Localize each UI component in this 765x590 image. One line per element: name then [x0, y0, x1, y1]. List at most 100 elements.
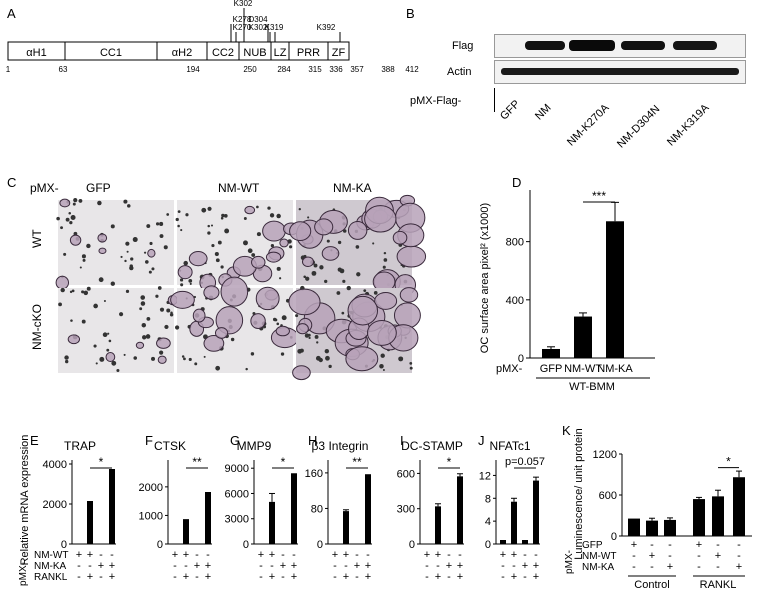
y-tick-label: 80 [311, 503, 323, 515]
group-label: Control [634, 579, 669, 590]
nucleus-dot [98, 277, 104, 283]
x-tick-label: GFP [540, 363, 563, 375]
sign-cell: - [632, 550, 636, 562]
osteoclast-cell [98, 247, 107, 255]
sign-cell: - [501, 571, 505, 583]
lane-label: NM [533, 101, 554, 123]
sig-marker: ** [192, 455, 202, 469]
site-label: K270 [233, 23, 252, 32]
nucleus-dot [372, 242, 375, 245]
nucleus-dot [140, 295, 146, 300]
osteoclast-cell [69, 234, 82, 246]
sign-cell: - [281, 571, 285, 583]
panel-label-f: F [145, 433, 153, 448]
panel-label-a: A [7, 6, 16, 21]
sign-cell: - [632, 561, 636, 573]
nucleus-dot [146, 224, 151, 228]
nucleus-dot [319, 265, 324, 270]
osteoclast-cell [366, 319, 397, 346]
nucleus-dot [179, 278, 184, 282]
site-label: K319 [265, 23, 284, 32]
sign-cell: + [205, 571, 211, 583]
nucleus-dot [177, 224, 180, 228]
blot-divider [494, 88, 495, 112]
osteoclast-cell [251, 255, 266, 269]
osteoclast-cell [177, 265, 193, 280]
table-row-label: NM-WT [582, 551, 616, 562]
y-tick-label: 0 [518, 353, 524, 365]
nucleus-dot [328, 364, 332, 369]
nucleus-dot [125, 289, 130, 293]
osteoclast-cell [347, 220, 368, 240]
y-axis-label: Relative mRNA expression [19, 435, 31, 566]
osteoclast-cell [105, 352, 116, 363]
bar [606, 221, 624, 358]
sign-cell: + [87, 549, 93, 561]
nucleus-dot [269, 213, 275, 218]
nucleus-dot [379, 364, 384, 369]
nucleus-dot [73, 198, 78, 203]
nucleus-dot [308, 336, 311, 340]
nucleus-dot [221, 213, 225, 218]
domain-label: LZ [274, 47, 287, 59]
nucleus-dot [132, 237, 138, 243]
sign-cell: + [205, 560, 211, 572]
nucleus-dot [183, 260, 188, 266]
nucleus-dot [183, 357, 186, 361]
bar [435, 506, 441, 544]
sign-cell: - [195, 571, 199, 583]
nucleus-dot [243, 240, 248, 246]
osteoclast-cell [147, 248, 156, 258]
domain-label: ZF [332, 47, 346, 59]
x-tick-label: NM-KA [597, 363, 633, 375]
sign-cell: - [447, 549, 451, 561]
nucleus-dot [336, 291, 341, 295]
nucleus-dot [145, 260, 149, 264]
sign-cell: - [716, 539, 720, 551]
nucleus-dot [356, 272, 361, 277]
sign-cell: + [533, 560, 539, 572]
osteoclast-cell [399, 287, 419, 303]
nucleus-dot [64, 355, 69, 360]
nucleus-dot [409, 366, 413, 370]
group-label: WT-BMM [569, 381, 615, 393]
osteoclast-cell [156, 337, 171, 349]
chart-title: NFATc1 [489, 439, 530, 453]
sign-cell: - [668, 550, 672, 562]
nucleus-dot [281, 315, 287, 321]
nucleus-dot [382, 265, 386, 269]
nucleus-dot [339, 268, 345, 274]
sign-cell: - [292, 549, 296, 561]
nucleus-dot [146, 316, 151, 321]
nucleus-dot [325, 355, 330, 361]
osteoclast-cell [188, 251, 208, 267]
micro-col-gfp: GFP [86, 181, 111, 195]
nucleus-dot [247, 248, 253, 254]
nucleus-dot [267, 206, 271, 210]
nucleus-dot [276, 322, 280, 326]
osteoclast-cell [396, 245, 427, 268]
bar [733, 477, 745, 536]
lane-label: GFP [498, 98, 523, 123]
nucleus-dot [280, 352, 285, 356]
panel-label-k: K [562, 423, 571, 438]
osteoclast-cell [215, 306, 244, 335]
osteoclast-cell [203, 335, 225, 352]
panel-label-c: C [7, 175, 17, 190]
nucleus-dot [355, 245, 360, 249]
actin-band [501, 68, 739, 75]
nucleus-dot [81, 254, 86, 259]
nucleus-dot [185, 213, 189, 217]
nucleus-dot [314, 335, 319, 339]
nucleus-dot [316, 341, 319, 344]
nucleus-dot [127, 204, 131, 208]
sign-cell: - [523, 571, 527, 583]
nucleus-dot [326, 239, 330, 243]
nucleus-dot [207, 224, 210, 228]
nucleus-dot [295, 314, 299, 318]
micro-prefix: pMX- [30, 181, 59, 195]
sign-cell: - [650, 561, 654, 573]
micro-row-wt: WT [30, 229, 44, 248]
y-tick-label: 600 [397, 468, 415, 480]
